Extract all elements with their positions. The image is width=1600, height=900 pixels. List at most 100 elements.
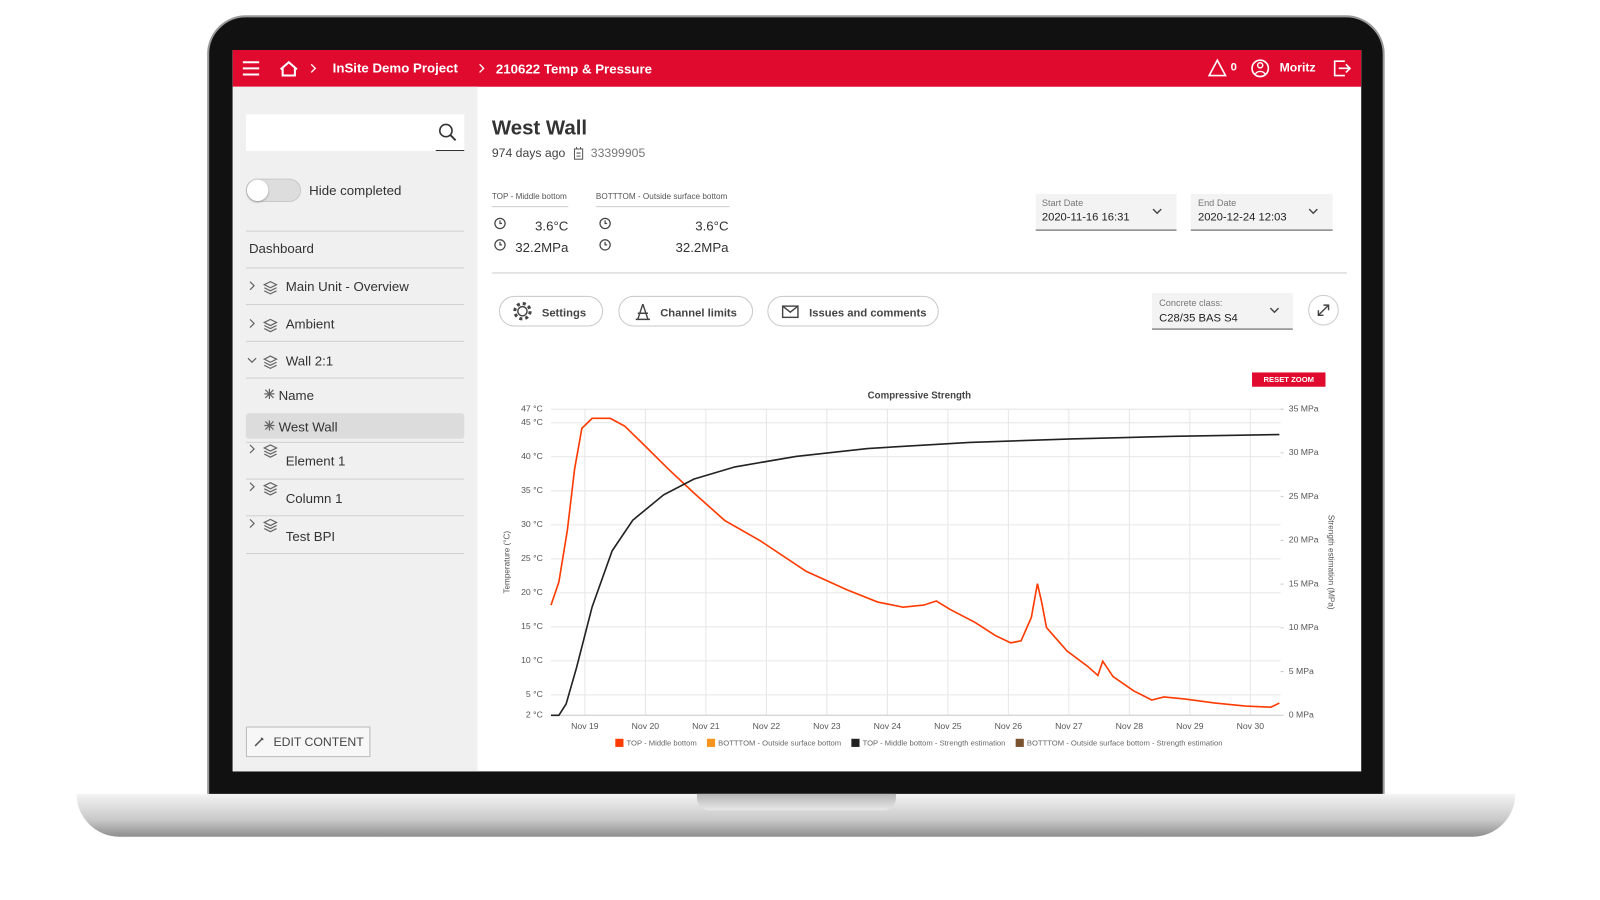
nav-item[interactable]: Element 1 — [285, 453, 346, 469]
user-name[interactable]: Moritz — [1279, 60, 1316, 75]
y2-tick-label: 30 MPa — [1289, 447, 1319, 457]
x-tick-label: Nov 25 — [934, 721, 962, 731]
y2-tick-label: 35 MPa — [1289, 403, 1319, 413]
x-tick-label: Nov 30 — [1237, 721, 1265, 731]
x-tick-label: Nov 28 — [1116, 721, 1144, 731]
separator — [245, 515, 465, 517]
separator — [245, 441, 465, 443]
y-tick-label: 2 °C — [526, 710, 543, 720]
breadcrumb[interactable]: InSite Demo Project — [332, 60, 458, 76]
reset-zoom-button[interactable] — [1252, 372, 1326, 387]
nav-item[interactable]: Dashboard — [248, 240, 314, 257]
chart: RESET ZOOM Compressive Strength Temperat… — [502, 372, 1335, 747]
breadcrumb-chevron — [479, 63, 485, 73]
separator — [245, 230, 465, 232]
legend-label: BOTTTOM - Outside surface bottom — [718, 738, 841, 747]
start-date-value: 2020-11-16 16:31 — [1041, 211, 1130, 224]
start-date-label: Start Date — [1041, 197, 1084, 209]
logout-icon[interactable] — [1333, 60, 1352, 77]
reset-zoom-label: RESET ZOOM — [1264, 375, 1315, 384]
sensor-name: BOTTTOM - Outside surface bottom — [595, 191, 728, 202]
series-line — [551, 433, 1280, 717]
age: 974 days ago — [491, 145, 566, 161]
concrete-class-value: C28/35 BAS S4 — [1159, 312, 1238, 325]
y-tick-label: 10 °C — [521, 655, 543, 665]
nav-item[interactable]: Test BPI — [285, 528, 336, 544]
legend-swatch — [1015, 738, 1024, 747]
menu-icon[interactable] — [242, 61, 260, 76]
settings-button[interactable]: Settings — [498, 295, 604, 327]
sensor-name: TOP - Middle bottom — [491, 191, 567, 202]
x-tick-label: Nov 22 — [753, 721, 781, 731]
nav-item[interactable]: Wall 2:1 — [285, 353, 334, 369]
separator — [245, 377, 465, 379]
y-tick-label: 47 °C — [521, 403, 543, 413]
separator — [245, 478, 465, 480]
y-tick-label: 15 °C — [521, 621, 543, 631]
button-label: Settings — [541, 307, 587, 320]
sensor-underline — [491, 206, 569, 208]
y2-tick-label: 0 MPa — [1289, 710, 1314, 720]
divider — [491, 272, 1347, 274]
alert-icon[interactable] — [1207, 58, 1227, 77]
fullscreen-button[interactable] — [1308, 294, 1339, 326]
screen: InSite Demo Project 210622 Temp & Pressu… — [232, 49, 1362, 772]
button-label: Channel limits — [660, 307, 737, 320]
legend-label: TOP - Middle bottom — [627, 738, 697, 747]
selected-item — [245, 413, 465, 439]
nav-item[interactable]: Column 1 — [285, 490, 343, 507]
y2-axis-title: Strength estimation (MPa) — [1326, 515, 1335, 610]
y2-tick-label: 10 MPa — [1289, 622, 1319, 632]
sensor-temperature: 3.6°C — [695, 218, 729, 234]
nav-item[interactable]: Ambient — [285, 316, 335, 332]
y-tick-label: 45 °C — [521, 417, 543, 427]
user-icon-head — [1256, 62, 1264, 69]
legend-swatch — [706, 738, 716, 747]
separator — [245, 304, 465, 306]
alert-count: 0 — [1230, 61, 1237, 74]
concrete-class-select[interactable] — [1152, 292, 1293, 330]
y-tick-label: 35 °C — [521, 485, 543, 495]
x-tick-label: Nov 26 — [995, 721, 1023, 731]
separator — [245, 340, 465, 342]
button-label: Issues and comments — [809, 307, 927, 320]
user-icon[interactable] — [1251, 59, 1270, 78]
user-icon-body — [1254, 70, 1266, 75]
y-tick-label: 5 °C — [526, 689, 543, 699]
nav-item[interactable]: Main Unit - Overview — [285, 278, 409, 294]
control-icons — [513, 208, 1330, 321]
home-icon[interactable] — [279, 60, 298, 77]
edit-button[interactable] — [245, 726, 371, 758]
clock-icons — [494, 217, 611, 251]
y-tick-label: 30 °C — [521, 519, 543, 529]
nav-child[interactable]: Name — [278, 387, 314, 404]
separator — [245, 553, 465, 555]
legend-swatch — [615, 738, 624, 747]
nav-child[interactable]: West Wall — [278, 419, 338, 435]
search-box[interactable] — [245, 114, 465, 152]
x-tick-label: Nov 19 — [571, 721, 599, 731]
chart-title: Compressive Strength — [868, 390, 971, 401]
search-icon[interactable] — [437, 121, 459, 143]
y2-tick-label: 25 MPa — [1289, 491, 1319, 501]
x-tick-label: Nov 21 — [692, 721, 720, 731]
breadcrumb-chevron — [310, 63, 317, 73]
issues-button[interactable]: Issues and comments — [767, 295, 939, 327]
legend-label: BOTTTOM - Outside surface bottom - Stren… — [1027, 738, 1223, 747]
x-tick-label: Nov 24 — [874, 721, 902, 731]
end-date-select[interactable] — [1190, 193, 1333, 231]
sensor-temperature: 3.6°C — [535, 218, 569, 234]
plot-area — [551, 409, 1281, 716]
y-tick-label: 25 °C — [521, 553, 543, 563]
start-date-select[interactable] — [1035, 193, 1177, 231]
x-tick-label: Nov 27 — [1055, 721, 1083, 731]
y-axis-title: Temperature (°C) — [502, 531, 511, 594]
x-tick-label: Nov 23 — [813, 721, 841, 731]
breadcrumb[interactable]: 210622 Temp & Pressure — [495, 61, 653, 77]
edit-button-label: EDIT CONTENT — [273, 734, 364, 749]
separator — [245, 267, 465, 269]
sensor-strength: 32.2MPa — [675, 239, 729, 256]
y2-tick-label: 15 MPa — [1289, 578, 1319, 588]
end-date-value: 2020-12-24 12:03 — [1197, 211, 1287, 224]
